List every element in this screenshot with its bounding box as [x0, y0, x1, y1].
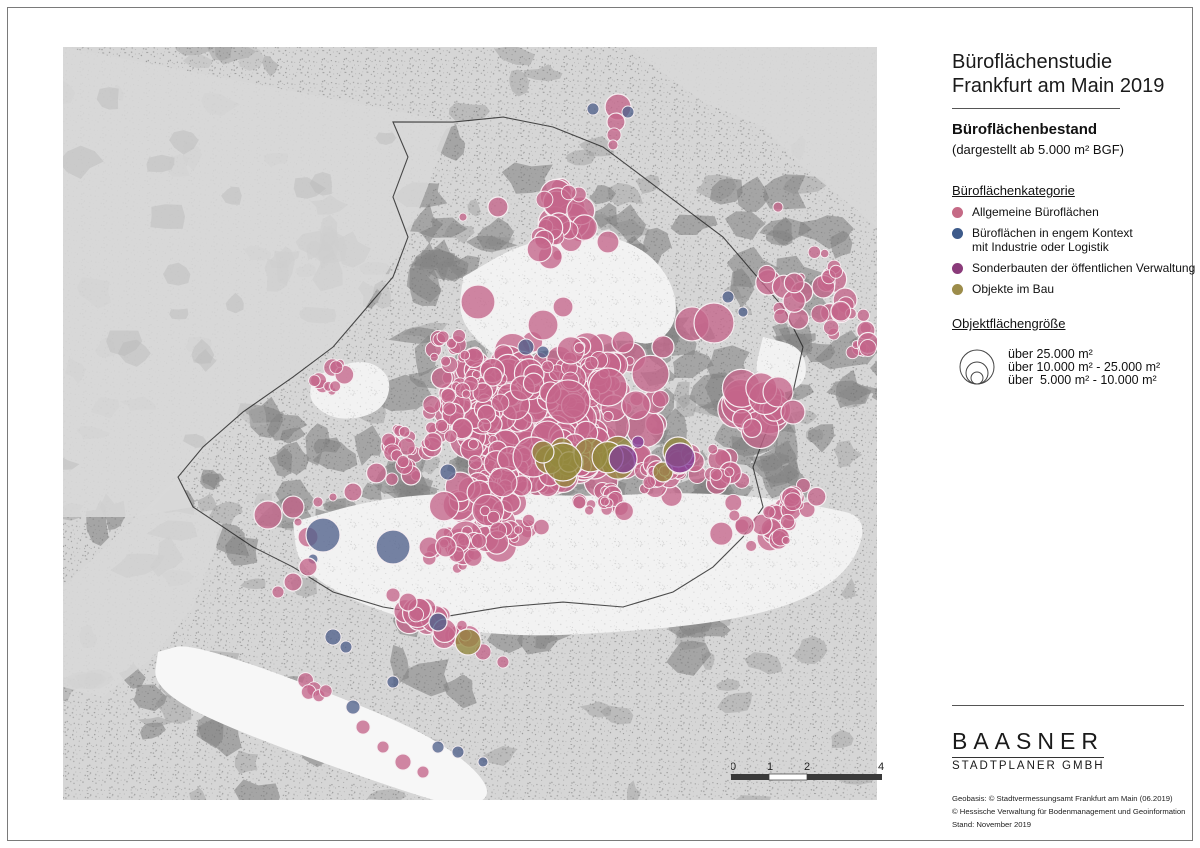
svg-text:2: 2: [804, 761, 810, 773]
svg-text:1: 1: [767, 761, 773, 773]
svg-text:0: 0: [731, 761, 736, 773]
svg-text:4: 4: [878, 761, 884, 773]
